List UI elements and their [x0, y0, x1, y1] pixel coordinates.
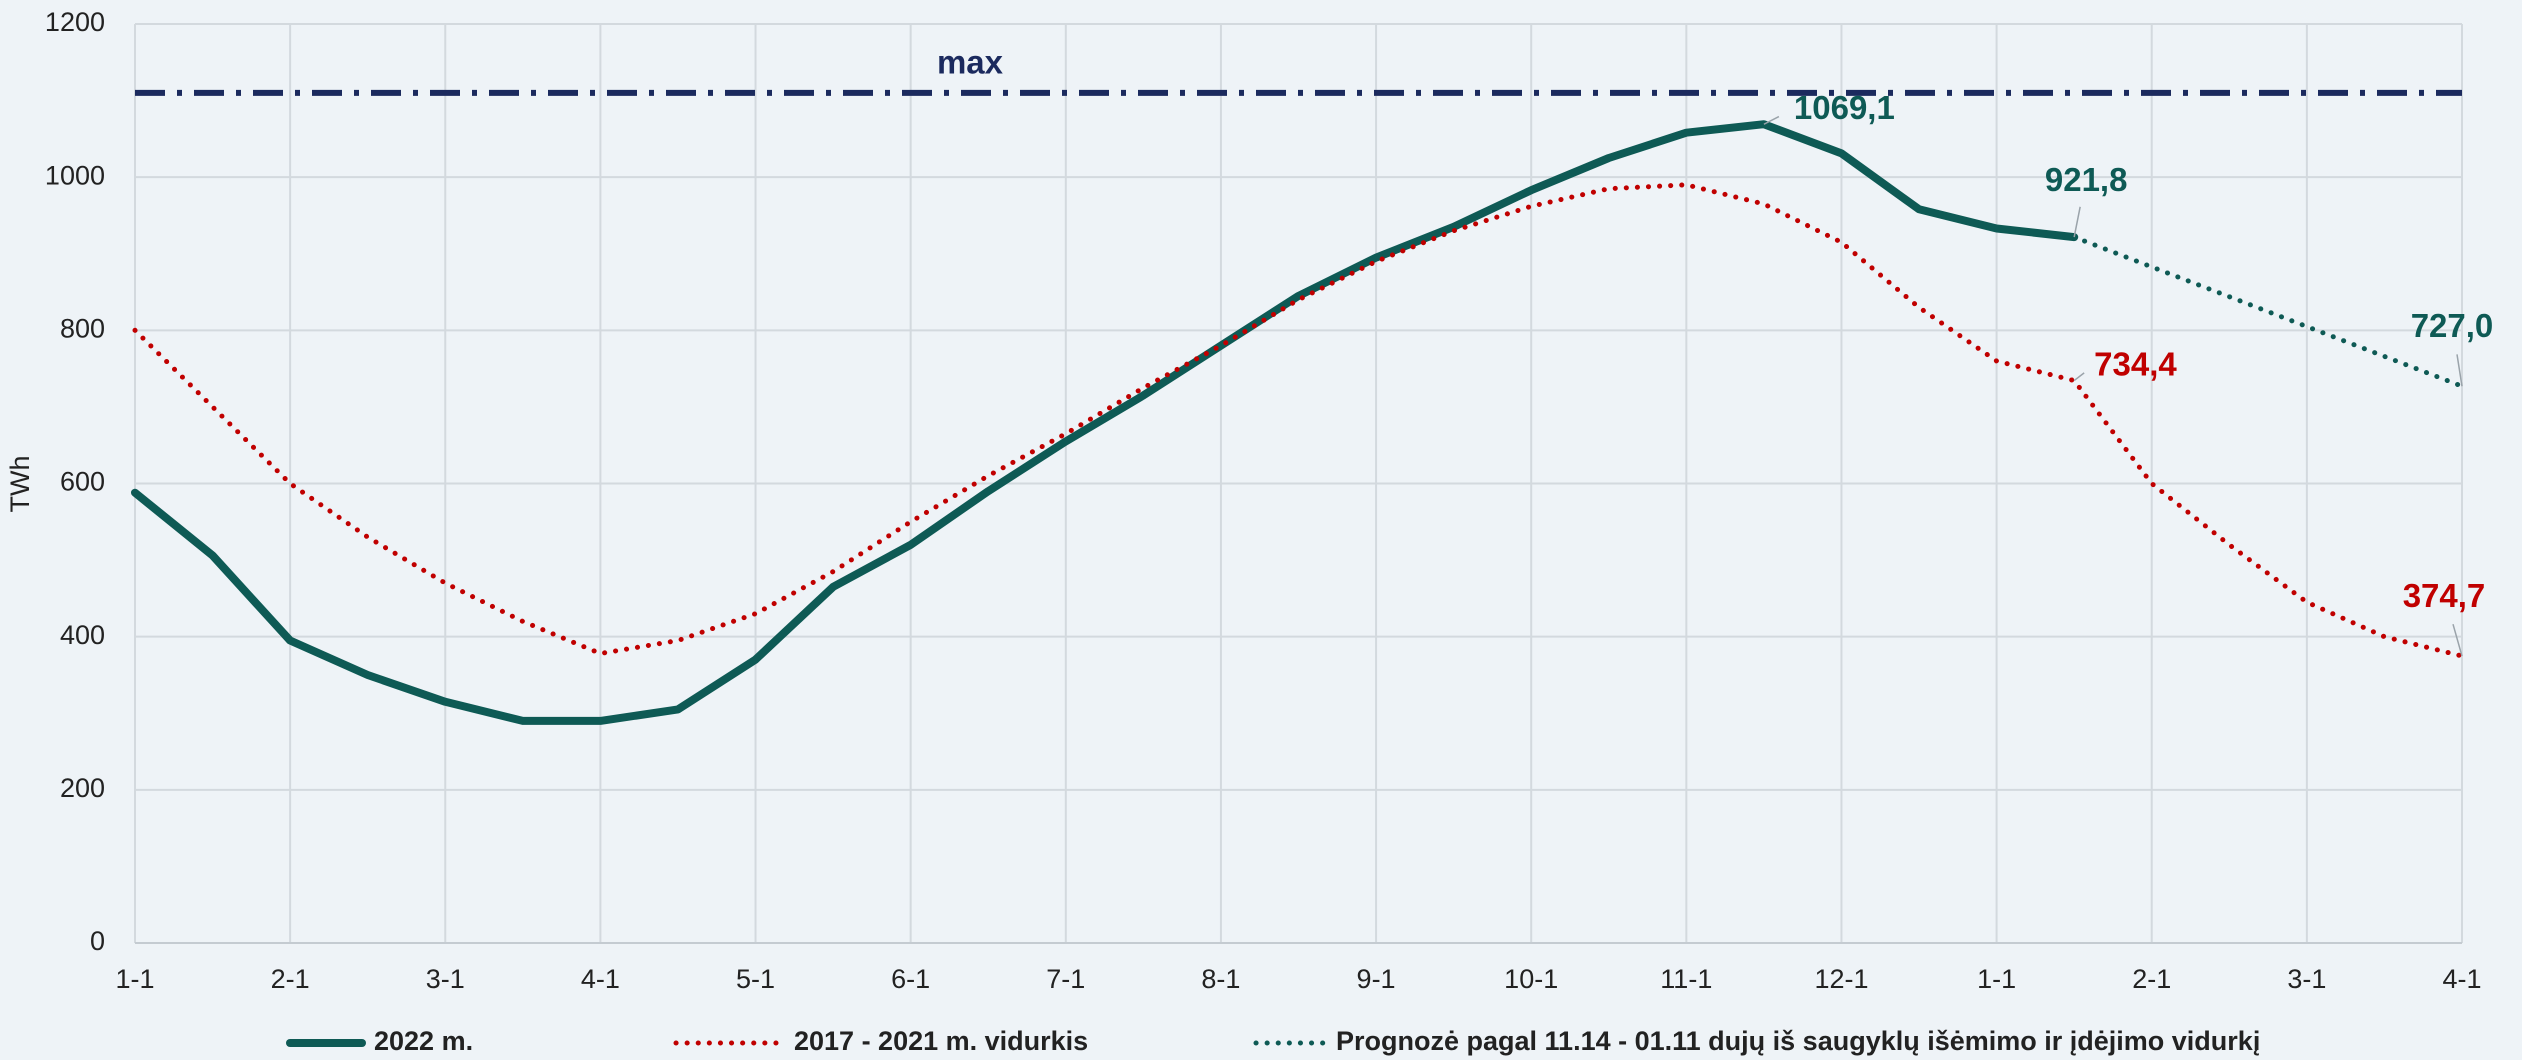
series-line: [2071, 234, 2465, 389]
label-leader: [2073, 372, 2085, 382]
x-tick-label: 3-1: [2287, 964, 2326, 994]
y-axis-label: TWh: [5, 456, 35, 513]
y-tick-label: 0: [90, 926, 105, 956]
series-line: [132, 182, 2465, 659]
y-tick-label: 400: [60, 620, 105, 650]
y-tick-label: 600: [60, 467, 105, 497]
x-tick-label: 12-1: [1814, 964, 1868, 994]
legend-label: 2017 - 2021 m. vidurkis: [794, 1026, 1088, 1056]
label-leader: [2452, 623, 2463, 657]
data-label: 1069,1: [1794, 89, 1895, 126]
legend-label: 2022 m.: [374, 1026, 473, 1056]
label-leader: [2456, 354, 2463, 387]
label-leader: [2073, 206, 2081, 238]
x-tick-label: 10-1: [1504, 964, 1558, 994]
y-tick-label: 1000: [45, 160, 105, 190]
x-tick-label: 5-1: [736, 964, 775, 994]
data-label: 734,4: [2094, 345, 2177, 382]
data-label: 921,8: [2045, 161, 2128, 198]
series-line: [131, 120, 2079, 725]
x-tick-label: 2-1: [271, 964, 310, 994]
y-tick-label: 1200: [45, 7, 105, 37]
x-tick-label: 1-1: [115, 964, 154, 994]
label-leader: [1763, 115, 1780, 125]
x-tick-label: 7-1: [1046, 964, 1085, 994]
x-tick-label: 8-1: [1201, 964, 1240, 994]
max-label: max: [937, 44, 1004, 81]
x-tick-label: 2-1: [2132, 964, 2171, 994]
x-tick-label: 1-1: [1977, 964, 2016, 994]
data-label: 374,7: [2403, 577, 2486, 614]
legend-label: Prognozė pagal 11.14 - 01.11 dujų iš sau…: [1336, 1026, 2260, 1056]
x-tick-label: 4-1: [581, 964, 620, 994]
x-tick-label: 3-1: [426, 964, 465, 994]
x-tick-label: 6-1: [891, 964, 930, 994]
y-tick-label: 200: [60, 773, 105, 803]
x-tick-label: 11-1: [1660, 964, 1712, 994]
y-tick-label: 800: [60, 313, 105, 343]
x-tick-label: 9-1: [1357, 964, 1396, 994]
data-label: 727,0: [2411, 307, 2494, 344]
x-tick-label: 4-1: [2442, 964, 2481, 994]
